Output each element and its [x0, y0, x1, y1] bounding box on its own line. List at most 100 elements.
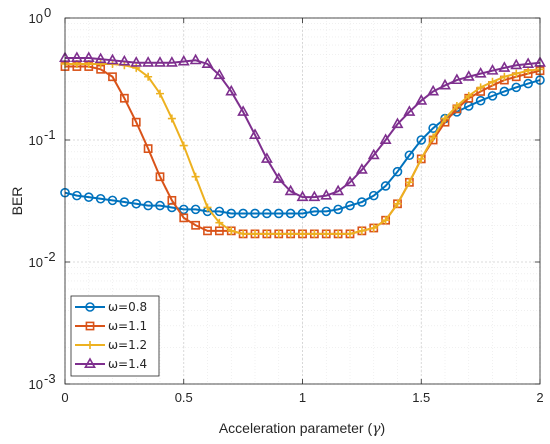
data-point-triangle: [249, 128, 261, 139]
x-axis-label: Acceleration parameter (γ): [219, 420, 385, 437]
data-point-plus: [251, 229, 259, 238]
data-point-circle: [155, 200, 165, 211]
data-point-triangle: [106, 53, 119, 65]
data-point-plus: [452, 101, 461, 110]
y-tick-exponent: -2: [44, 249, 56, 264]
data-point-triangle: [84, 357, 96, 368]
data-point-triangle: [450, 73, 463, 85]
data-point-plus: [262, 229, 271, 238]
data-point-plus: [441, 114, 449, 123]
data-point-triangle: [415, 94, 428, 105]
data-point-circle: [392, 166, 403, 177]
data-point-circle: [416, 135, 427, 145]
data-point-circle: [380, 181, 391, 191]
legend-label: ω=1.1: [108, 319, 147, 333]
data-point-circle: [487, 91, 498, 101]
data-point-triangle: [486, 64, 499, 75]
data-point-square: [119, 93, 129, 103]
data-point-triangle: [403, 105, 416, 116]
data-point-plus: [405, 178, 414, 187]
data-point-square: [167, 195, 177, 205]
series-4: [59, 51, 546, 202]
data-point-circle: [475, 95, 486, 106]
data-point-triangle: [154, 56, 166, 67]
data-point-circle: [226, 208, 237, 219]
data-point-circle: [345, 200, 355, 211]
data-point-circle: [297, 208, 308, 219]
data-point-square: [214, 226, 224, 236]
data-point-triangle: [142, 56, 155, 67]
series-layer: [59, 51, 546, 239]
data-point-plus: [96, 59, 105, 68]
data-point-circle: [262, 208, 272, 219]
data-point-plus: [191, 172, 200, 181]
data-point-triangle: [379, 133, 392, 144]
x-tick-label: 1: [299, 390, 306, 405]
data-point-plus: [215, 218, 224, 227]
data-point-triangle: [225, 84, 238, 96]
y-tick-exponent: -1: [44, 127, 56, 142]
x-tick-label: 2: [536, 390, 543, 405]
data-point-circle: [357, 197, 367, 207]
data-point-plus: [227, 226, 236, 235]
x-tick-label: 0: [61, 390, 68, 405]
data-point-triangle: [118, 54, 131, 66]
legend-box: [70, 295, 160, 377]
legend-item: ω=1.2: [75, 338, 147, 352]
data-point-triangle: [130, 56, 143, 67]
data-point-circle: [119, 197, 130, 207]
data-point-triangle: [462, 70, 475, 81]
y-tick-label: 10: [29, 377, 43, 392]
data-point-plus: [417, 154, 426, 163]
data-point-circle: [214, 206, 225, 217]
data-point-square: [131, 117, 141, 127]
data-point-square: [191, 220, 201, 230]
data-point-plus: [500, 72, 509, 81]
y-tick-exponent: -3: [44, 371, 56, 386]
legend-item: ω=1.1: [75, 319, 147, 333]
data-point-triangle: [272, 172, 285, 183]
data-point-square: [108, 72, 117, 82]
data-point-triangle: [284, 184, 297, 196]
data-point-plus: [369, 223, 378, 232]
data-point-square: [143, 144, 153, 154]
y-tick-exponent: 0: [44, 5, 51, 20]
data-point-triangle: [70, 51, 83, 63]
legend-label: ω=1.4: [108, 357, 147, 371]
data-point-plus: [524, 66, 533, 75]
x-axis-label-text: Acceleration parameter (: [219, 420, 373, 436]
y-axis-label: BER: [9, 187, 25, 216]
legend-label: ω=0.8: [108, 300, 147, 314]
data-point-circle: [309, 206, 320, 217]
data-point-triangle: [82, 51, 95, 63]
data-point-circle: [190, 204, 201, 215]
grid: [64, 17, 541, 385]
data-point-plus: [310, 229, 319, 238]
data-point-circle: [107, 195, 118, 206]
data-point-circle: [83, 192, 94, 202]
data-point-plus: [322, 229, 331, 238]
data-point-triangle: [510, 58, 523, 70]
data-point-plus: [156, 89, 164, 98]
data-point-plus: [346, 229, 354, 238]
data-point-circle: [85, 302, 95, 312]
data-point-circle: [523, 78, 533, 89]
x-tick-label: 0.5: [175, 390, 193, 405]
data-point-triangle: [308, 190, 321, 202]
data-point-plus: [464, 91, 473, 100]
data-point-triangle: [165, 56, 178, 67]
x-axis-label-close: ): [381, 420, 386, 436]
data-point-circle: [428, 123, 438, 133]
x-ticks: 0 0.5 1 1.5 2: [61, 18, 544, 405]
data-point-plus: [334, 229, 343, 238]
data-point-plus: [381, 216, 390, 225]
data-point-plus: [274, 229, 283, 238]
data-point-triangle: [213, 68, 226, 80]
data-point-triangle: [427, 84, 440, 96]
data-point-triangle: [237, 105, 250, 116]
series-line: [65, 57, 541, 199]
data-point-triangle: [367, 148, 380, 160]
data-point-circle: [321, 206, 332, 217]
data-point-circle: [368, 190, 379, 201]
